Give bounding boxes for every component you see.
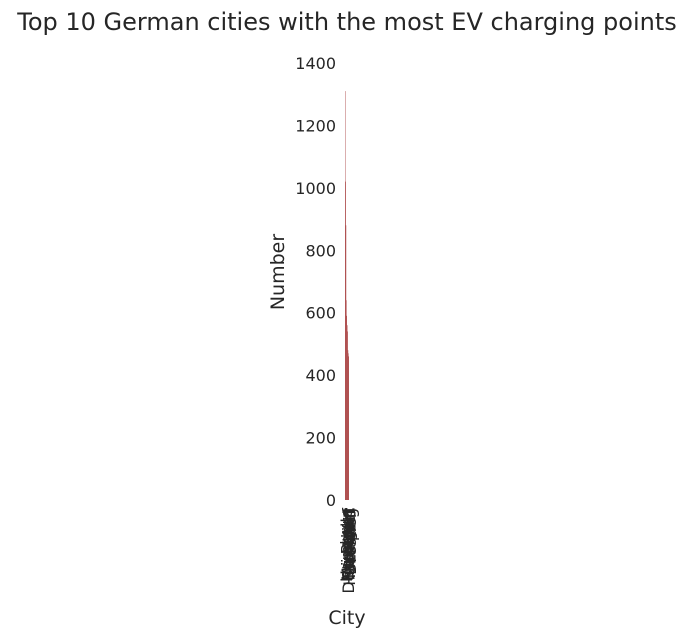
y-tick-label: 600 (305, 304, 336, 323)
x-tick-label: Köln (339, 508, 358, 542)
x-tick-label: Stuttgart (338, 508, 357, 580)
x-tick-label: Dresden (341, 508, 360, 575)
x-tick-label: Berlin (338, 508, 357, 554)
y-axis-label: Number (267, 234, 289, 311)
x-tick-label: Düsseldorf (339, 508, 358, 594)
y-tick-label: 1000 (295, 179, 336, 198)
x-tick-label: Hannover (340, 508, 359, 586)
x-tick-label: Frankfurt (340, 508, 359, 580)
y-axis-ticks: 0 200 400 600 800 1000 1200 1400 (295, 54, 336, 510)
y-tick-label: 400 (305, 366, 336, 385)
x-axis-label: City (328, 607, 365, 629)
x-axis-categories: HamburgBerlinMünchenStuttgartKölnDüsseld… (337, 508, 360, 594)
x-tick-label: München (338, 508, 357, 581)
y-tick-label: 1200 (295, 116, 336, 135)
y-tick-label: 200 (305, 429, 336, 448)
y-tick-label: 800 (305, 241, 336, 260)
chart-title: Top 10 German cities with the most EV ch… (16, 8, 677, 36)
y-tick-label: 0 (326, 491, 336, 510)
y-tick-label: 1400 (295, 54, 336, 73)
x-tick-label: Hamburg (337, 508, 356, 582)
bars (345, 91, 349, 501)
x-tick-label: Leipzig (340, 508, 359, 564)
